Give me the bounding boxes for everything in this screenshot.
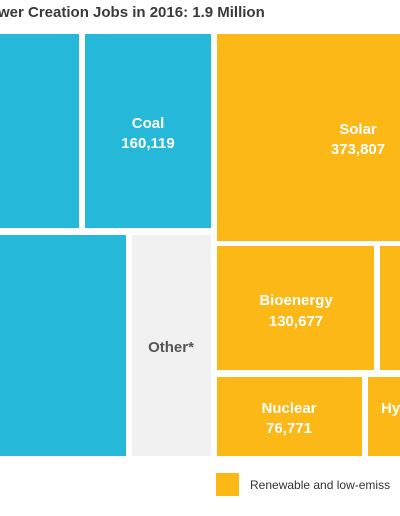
coal-name-label: Coal [132,115,165,132]
tile-other [132,235,211,456]
tile-nuclear [217,377,362,456]
tile-fossil-bottom [0,235,126,456]
tile-hydro [368,377,400,456]
nuclear-name-label: Nuclear [261,400,316,417]
other-name-label: Other* [148,339,194,356]
legend-label-renewable: Renewable and low-emiss [250,478,391,492]
tile-bioenergy [217,246,374,370]
bioenergy-name-label: Bioenergy [259,292,333,309]
tile-solar [217,34,400,241]
tile-fossil-top [0,34,79,228]
hydro-name-label: Hy [381,400,400,417]
nuclear-value-label: 76,771 [266,420,312,437]
tile-coal [85,34,211,228]
legend-swatch-renewable [216,473,239,496]
coal-value-label: 160,119 [121,135,174,152]
solar-name-label: Solar [339,121,377,138]
solar-value-label: 373,807 [331,141,385,158]
chart-title: wer Creation Jobs in 2016: 1.9 Million [0,4,265,21]
bioenergy-value-label: 130,677 [269,313,323,330]
tile-renewable-small [380,246,400,370]
